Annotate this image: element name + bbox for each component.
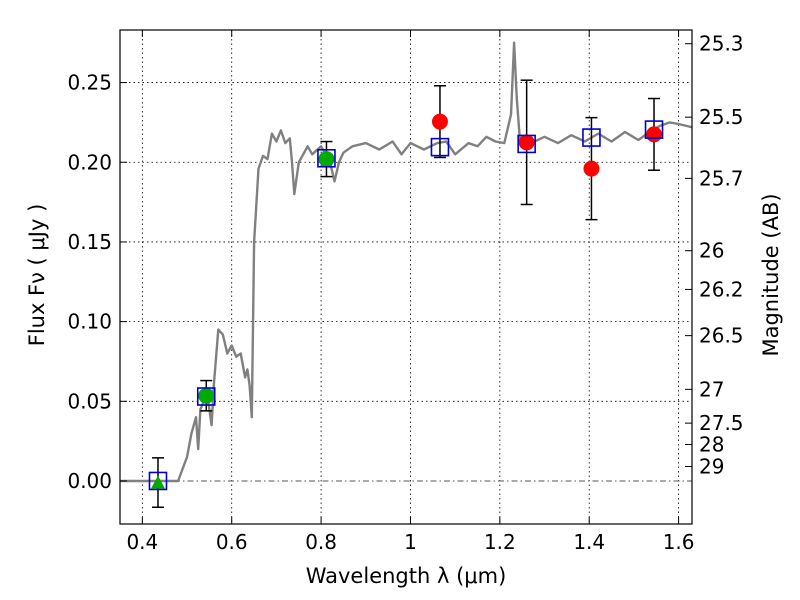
magnitude-tick-label: 27 xyxy=(699,377,724,401)
magnitude-tick-label: 27.5 xyxy=(699,411,744,435)
y-tick-label: 0.00 xyxy=(67,469,112,493)
model-photometry-square xyxy=(430,137,450,157)
y-tick-label: 0.25 xyxy=(67,71,112,95)
y-tick-label: 0.15 xyxy=(67,230,112,254)
tick-labels: 0.4 0.6 0.8 1 1.2 1.4 1.6 0.00 0.05 0.10 0.15 0.20 0… xyxy=(67,32,743,554)
data-point xyxy=(518,134,535,151)
x-tick-label: 0.6 xyxy=(216,530,248,554)
plot-frame xyxy=(119,29,693,525)
model-photometry-square xyxy=(644,120,664,139)
x-tick-label: 0.8 xyxy=(305,530,337,554)
x-tick-label: 1.6 xyxy=(663,530,695,554)
model-photometry-square xyxy=(196,387,216,406)
magnitude-tick-label: 25.7 xyxy=(699,166,744,190)
data-point xyxy=(198,387,215,404)
magnitude-tick-label: 25.3 xyxy=(699,32,744,56)
axis-ticks xyxy=(120,30,692,524)
right-axis-label: Magnitude (AB) xyxy=(759,193,783,356)
magnitude-tick-label: 28 xyxy=(699,432,724,456)
magnitude-tick-label: 26 xyxy=(699,239,724,263)
y-tick-label: 0.10 xyxy=(67,310,112,334)
x-tick-label: 1.4 xyxy=(573,530,605,554)
magnitude-tick-label: 29 xyxy=(699,454,724,478)
y-tick-label: 0.20 xyxy=(67,150,112,174)
data-point xyxy=(646,126,663,143)
data-point xyxy=(431,113,448,130)
model-photometry-square xyxy=(517,134,536,154)
model-photometry-square xyxy=(582,128,601,147)
model-photometry-markers xyxy=(148,120,664,491)
magnitude-tick-label: 25.5 xyxy=(699,105,744,129)
data-point xyxy=(318,151,335,168)
x-tick-label: 1.2 xyxy=(484,530,516,554)
x-tick-label: 1 xyxy=(404,530,417,554)
y-axis-label: Flux Fν ( μJy ) xyxy=(25,204,49,347)
x-axis-label: Wavelength λ (μm) xyxy=(306,564,507,588)
upper-limit-marker xyxy=(150,475,165,489)
magnitude-tick-label: 26.5 xyxy=(699,324,744,348)
magnitude-tick-label: 26.2 xyxy=(699,277,744,301)
x-tick-label: 0.4 xyxy=(126,530,158,554)
model-photometry-square xyxy=(148,471,168,491)
y-tick-label: 0.05 xyxy=(67,389,112,413)
data-point xyxy=(583,160,600,177)
model-photometry-square xyxy=(317,148,336,168)
